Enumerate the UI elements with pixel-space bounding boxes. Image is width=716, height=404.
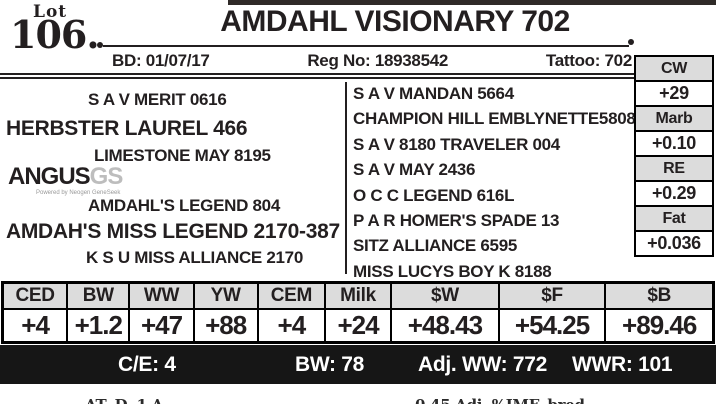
epd-value-ced: +4 <box>4 310 67 341</box>
clipped-note-fragment-right: 0.45 Adj. %IMF, bred <box>415 396 585 404</box>
performance-footer-bar: C/E: 4 BW: 78 Adj. WW: 772 WWR: 101 <box>0 345 716 384</box>
birth-date: BD: 01/07/17 <box>112 50 210 70</box>
carcass-header-re: RE <box>634 155 714 182</box>
pedigree-ancestor: S A V 8180 TRAVELER 004 <box>353 134 560 154</box>
footer-adj-ww: Adj. WW: 772 <box>418 353 548 376</box>
rule-terminal-dot-left <box>97 42 103 48</box>
pedigree-divider-line <box>345 82 347 274</box>
pedigree-sire-sire: S A V MERIT 0616 <box>88 90 227 109</box>
pedigree-ancestor: S A V MANDAN 5664 <box>353 84 514 103</box>
epd-header-sf: $F <box>499 284 605 308</box>
epd-header-sb: $B <box>606 284 712 308</box>
epd-value-milk: +24 <box>325 310 391 341</box>
pedigree-dam-dam: K S U MISS ALLIANCE 2170 <box>86 248 303 267</box>
epd-value-cem: +4 <box>258 310 324 341</box>
footer-wwr: WWR: 101 <box>572 353 673 376</box>
epd-header-sw: $W <box>392 284 498 308</box>
logo-angus-text: ANGUS <box>8 163 91 190</box>
epd-header-bw: BW <box>68 284 129 308</box>
info-bar: BD: 01/07/17 Reg No: 18938542 Tattoo: 70… <box>112 48 632 73</box>
epd-value-yw: +88 <box>194 310 257 341</box>
footer-calving-ease: C/E: 4 <box>118 353 176 376</box>
epd-header-milk: Milk <box>325 284 391 308</box>
pedigree-dam: AMDAH'S MISS LEGEND 2170-387 <box>6 220 340 243</box>
pedigree-ancestor: CHAMPION HILL EMBLYNETTE5808 <box>353 109 636 129</box>
footer-birth-weight: BW: 78 <box>295 353 364 376</box>
pedigree-sire: HERBSTER LAUREL 466 <box>6 117 248 140</box>
lot-number: 106. <box>10 12 100 57</box>
epd-header-ced: CED <box>4 284 67 308</box>
pedigree-ancestor: O C C LEGEND 616L <box>353 185 515 205</box>
epd-value-sb: +89.46 <box>606 310 712 341</box>
lot-label: Lot <box>33 2 68 22</box>
animal-title: AMDAHL VISIONARY 702 <box>220 5 570 38</box>
pedigree-ancestor: MISS LUCYS BOY K 8188 <box>353 261 552 281</box>
carcass-value-fat: +0.036 <box>634 230 714 257</box>
pedigree-ancestor: S A V MAY 2436 <box>353 160 476 180</box>
epd-value-ww: +47 <box>130 310 193 341</box>
epd-value-sf: +54.25 <box>499 310 605 341</box>
logo-tagline: Powered by Neogen GeneSeek <box>36 190 121 196</box>
header-divider-line-1 <box>0 73 634 75</box>
epd-header-cem: CEM <box>258 284 324 308</box>
carcass-value-re: +0.29 <box>634 180 714 207</box>
rule-terminal-dot-right <box>628 39 634 45</box>
clipped-note-fragment-left: AT, D, 1 A <box>85 396 163 404</box>
pedigree-dam-sire: AMDAHL'S LEGEND 804 <box>88 196 280 215</box>
pedigree-sire-dam: LIMESTONE MAY 8195 <box>94 146 271 165</box>
logo-gs-text: GS <box>89 163 124 190</box>
carcass-epd-panel: CW +29 Marb +0.10 RE +0.29 Fat +0.036 <box>634 55 714 257</box>
carcass-header-marb: Marb <box>634 105 714 132</box>
angus-gs-logo: ANGUSGS Powered by Neogen GeneSeek <box>8 163 124 197</box>
epd-value-sw: +48.43 <box>392 310 498 341</box>
title-rule <box>103 45 629 47</box>
carcass-value-cw: +29 <box>634 80 714 107</box>
tattoo: Tattoo: 702 <box>545 50 632 70</box>
pedigree-extended-column: S A V MANDAN 5664 CHAMPION HILL EMBLYNET… <box>353 81 636 284</box>
header-divider-line-2 <box>0 77 634 79</box>
reg-no: Reg No: 18938542 <box>307 50 449 70</box>
top-clipped-bar <box>228 0 716 5</box>
epd-header-ww: WW <box>130 284 193 308</box>
epd-value-bw: +1.2 <box>68 310 129 341</box>
clipped-note-line: AT, D, 1 A 0.45 Adj. %IMF, bred <box>0 394 716 404</box>
epd-table: CED BW WW YW CEM Milk $W $F $B +4 +1.2 +… <box>1 281 715 344</box>
epd-header-yw: YW <box>194 284 257 308</box>
carcass-value-marb: +0.10 <box>634 130 714 157</box>
pedigree-ancestor: P A R HOMER'S SPADE 13 <box>353 210 560 230</box>
carcass-header-cw: CW <box>634 55 714 82</box>
pedigree-ancestor: SITZ ALLIANCE 6595 <box>353 236 518 256</box>
carcass-header-fat: Fat <box>634 205 714 232</box>
